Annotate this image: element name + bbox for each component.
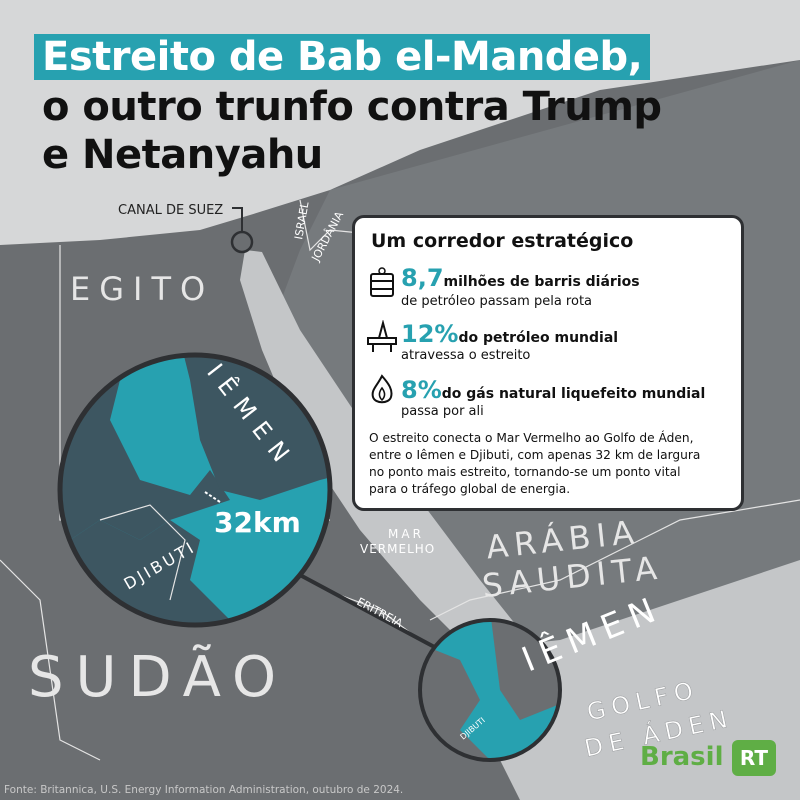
stat-text: milhões de barris diários	[443, 274, 640, 290]
stat-figure: 8%	[401, 376, 442, 404]
map-label: SUDÃO	[28, 645, 288, 710]
icon-rig	[367, 320, 397, 352]
stat-row: 8%do gás natural liquefeito mundial	[401, 376, 705, 404]
icon-barrel	[370, 267, 394, 297]
description-line: O estreito conecta o Mar Vermelho ao Gol…	[369, 431, 694, 445]
gulf-of-aden	[470, 560, 800, 800]
stat-figure: 8,7	[401, 264, 444, 292]
stat-row: 8,7milhões de barris diários	[401, 264, 640, 292]
stat-text: do petróleo mundial	[458, 330, 619, 346]
stat-row: 12%do petróleo mundial	[401, 320, 618, 348]
zoom-label: 32km	[214, 506, 301, 539]
map-label: VERMELHO	[360, 542, 435, 556]
description-line: no ponto mais estreito, tornando-se um p…	[369, 465, 681, 479]
map-label: MAR	[388, 527, 424, 541]
stat-subtext: passa por ali	[401, 404, 484, 419]
suez-leader	[232, 207, 243, 232]
logo-brand: Brasil	[640, 742, 724, 772]
map-label: CANAL DE SUEZ	[118, 203, 223, 218]
source: Fonte: Britannica, U.S. Energy Informati…	[4, 784, 404, 796]
box-heading: Um corredor estratégico	[371, 230, 634, 252]
title-line: Estreito de Bab el-Mandeb,	[34, 34, 651, 80]
description-line: para o tráfego global de energia.	[369, 482, 571, 496]
description-line: entre o Iêmen e Djibuti, com apenas 32 k…	[369, 448, 701, 462]
zoom-circle	[57, 352, 333, 628]
width-marker	[204, 491, 221, 503]
stat-figure: 12%	[401, 320, 459, 348]
map-label: EGITO	[70, 270, 214, 308]
logo-badge: RT	[732, 740, 776, 776]
info-box: Um corredor estratégico 8,7milhões de ba…	[352, 215, 744, 511]
title-line: o outro trunfo contra Trump	[42, 84, 662, 130]
title-line: e Netanyahu	[42, 132, 323, 178]
icon-flame	[371, 374, 393, 404]
stat-text: do gás natural liquefeito mundial	[441, 386, 706, 402]
small-circle	[418, 618, 562, 762]
stat-subtext: atravessa o estreito	[401, 348, 531, 363]
stat-subtext: de petróleo passam pela rota	[401, 294, 593, 309]
zoom-connector	[299, 573, 441, 652]
